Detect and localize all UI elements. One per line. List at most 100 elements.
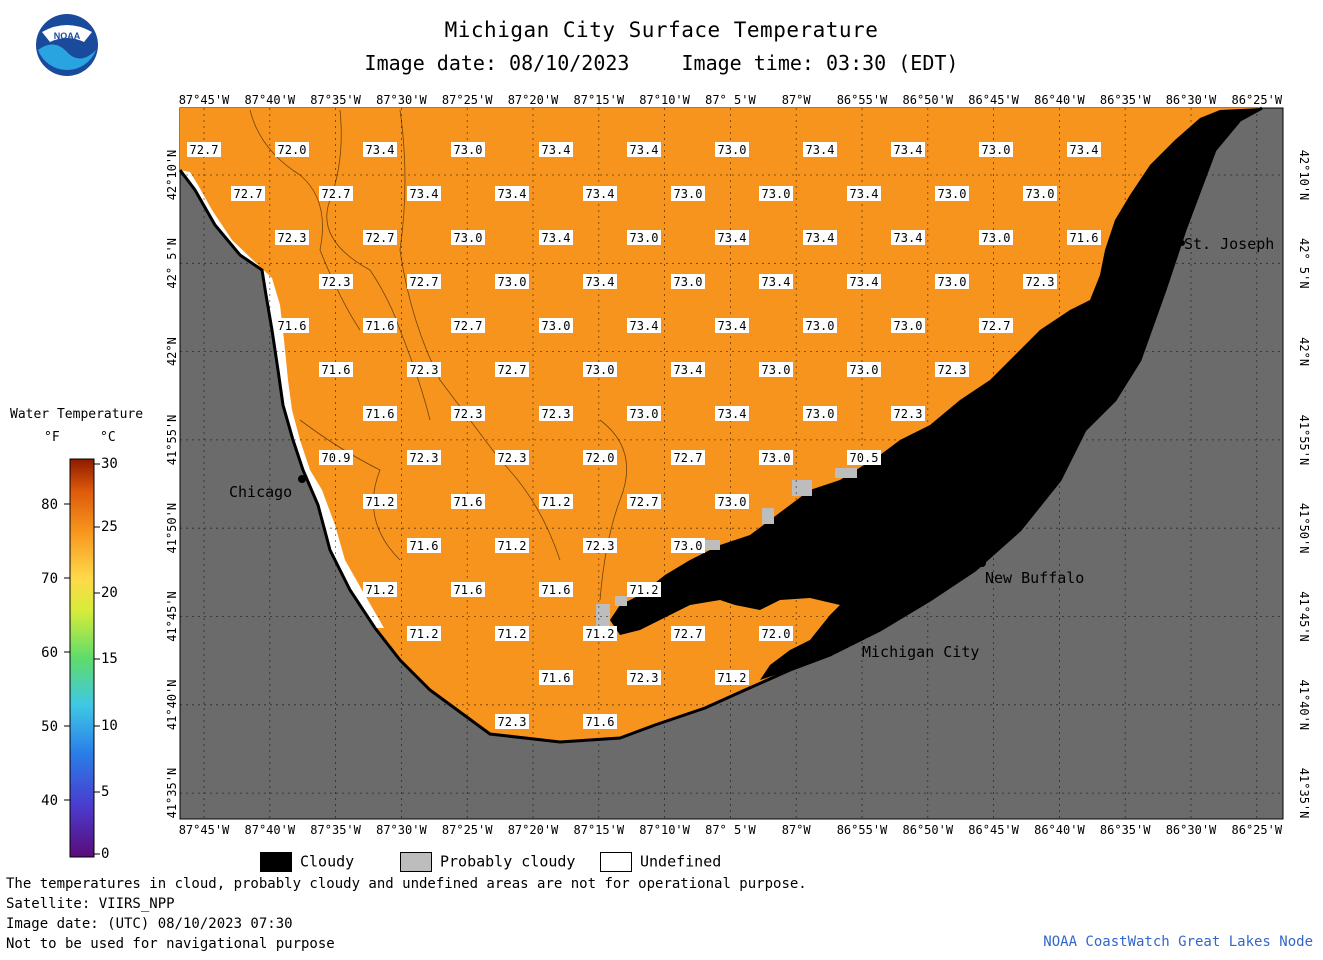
- temperature-label: 73.4: [671, 362, 705, 377]
- legend-probably-cloudy-label: Probably cloudy: [440, 852, 576, 871]
- svg-text:72.7: 72.7: [234, 187, 263, 201]
- chicago-marker: [298, 475, 306, 483]
- temperature-label: 73.0: [715, 142, 749, 157]
- colorbar-c-label: 0: [101, 846, 110, 862]
- temperature-label: 71.2: [715, 670, 749, 685]
- svg-text:72.3: 72.3: [894, 407, 923, 421]
- temperature-label: 73.0: [759, 362, 793, 377]
- footer-satellite: Satellite: VIIRS_NPP: [6, 896, 175, 912]
- svg-text:71.2: 71.2: [718, 671, 747, 685]
- svg-text:73.4: 73.4: [850, 187, 879, 201]
- latitude-labels-left: 42°10'N 42° 5'N 42°N 41°55'N 41°50'N 41°45'N 4…: [165, 150, 179, 819]
- temperature-label: 73.4: [627, 318, 661, 333]
- probably-cloudy-region: [596, 468, 857, 626]
- lon-label-bottom: 87°W: [782, 823, 812, 837]
- lon-label-bottom: 87°20'W: [508, 823, 559, 837]
- temperature-label: 72.7: [451, 318, 485, 333]
- lon-label-bottom: 87°25'W: [442, 823, 493, 837]
- temperature-label: 71.6: [451, 582, 485, 597]
- svg-text:73.4: 73.4: [1070, 143, 1099, 157]
- colorbar-title: Water Temperature: [10, 407, 144, 422]
- svg-text:73.0: 73.0: [938, 187, 967, 201]
- place-markers: [298, 240, 1185, 638]
- lon-label-bottom: 87°15'W: [574, 823, 625, 837]
- footer-utc-date: Image date: (UTC) 08/10/2023 07:30: [6, 916, 293, 932]
- lon-label-bottom: 86°55'W: [837, 823, 888, 837]
- colorbar-f-label: 40: [41, 793, 58, 809]
- temperature-label: 71.6: [363, 406, 397, 421]
- temperature-label: 73.4: [715, 406, 749, 421]
- temperature-label: 73.4: [891, 142, 925, 157]
- svg-text:72.7: 72.7: [674, 451, 703, 465]
- svg-text:73.4: 73.4: [630, 319, 659, 333]
- temperature-label: 70.5: [847, 450, 881, 465]
- temperature-label: 73.0: [715, 494, 749, 509]
- temperature-label: 72.3: [1023, 274, 1057, 289]
- svg-text:70.5: 70.5: [850, 451, 879, 465]
- svg-text:73.4: 73.4: [806, 231, 835, 245]
- svg-text:72.3: 72.3: [1026, 275, 1055, 289]
- svg-text:73.4: 73.4: [586, 275, 615, 289]
- svg-text:73.0: 73.0: [1026, 187, 1055, 201]
- svg-text:71.2: 71.2: [498, 627, 527, 641]
- temperature-label: 71.6: [319, 362, 353, 377]
- svg-text:72.7: 72.7: [630, 495, 659, 509]
- lon-label-bottom: 86°50'W: [903, 823, 954, 837]
- temperature-label: 72.0: [583, 450, 617, 465]
- lon-label-top: 86°45'W: [968, 93, 1019, 107]
- svg-text:73.4: 73.4: [366, 143, 395, 157]
- svg-text:73.0: 73.0: [498, 275, 527, 289]
- lon-label-top: 86°35'W: [1100, 93, 1151, 107]
- svg-text:72.7: 72.7: [498, 363, 527, 377]
- colorbar-c-label: 15: [101, 651, 118, 667]
- colorbar-c-label: 30: [101, 456, 118, 472]
- lon-label-top: 86°25'W: [1232, 93, 1283, 107]
- temperature-label: 72.7: [671, 450, 705, 465]
- lon-label-bottom: 86°30'W: [1166, 823, 1217, 837]
- temperature-label: 73.0: [451, 230, 485, 245]
- credit-link[interactable]: NOAA CoastWatch Great Lakes Node: [1043, 934, 1313, 950]
- lon-label-top: 86°55'W: [837, 93, 888, 107]
- temperature-label: 72.7: [979, 318, 1013, 333]
- lat-label-right: 41°45'N: [1297, 591, 1311, 642]
- temperature-label: 71.6: [1067, 230, 1101, 245]
- lat-label-left: 42°10'N: [165, 150, 179, 201]
- temperature-label: 71.6: [363, 318, 397, 333]
- noaa-logo: NOAA: [36, 14, 98, 76]
- lon-label-top: 87° 5'W: [705, 93, 756, 107]
- lon-label-bottom: 86°45'W: [968, 823, 1019, 837]
- latitude-labels-right: 42°10'N 42° 5'N 42°N 41°55'N 41°50'N 41°45'N 4…: [1297, 150, 1311, 819]
- legend-cloudy-label: Cloudy: [300, 852, 355, 871]
- lon-label-bottom: 87° 5'W: [705, 823, 756, 837]
- temperature-label: 73.0: [583, 362, 617, 377]
- temperature-label: 72.3: [319, 274, 353, 289]
- cloud-region: [610, 108, 1262, 680]
- svg-text:73.0: 73.0: [454, 143, 483, 157]
- temperature-label: 73.4: [803, 230, 837, 245]
- lon-label-bottom: 87°30'W: [376, 823, 427, 837]
- temperature-label: 72.7: [231, 186, 265, 201]
- svg-text:71.6: 71.6: [454, 583, 483, 597]
- temperature-label: 73.4: [715, 230, 749, 245]
- svg-text:71.2: 71.2: [542, 495, 571, 509]
- temperature-label: 71.6: [539, 582, 573, 597]
- svg-text:72.3: 72.3: [410, 363, 439, 377]
- svg-text:72.3: 72.3: [454, 407, 483, 421]
- temperature-label: 73.0: [539, 318, 573, 333]
- svg-text:73.0: 73.0: [982, 231, 1011, 245]
- svg-text:73.4: 73.4: [850, 275, 879, 289]
- svg-text:71.6: 71.6: [454, 495, 483, 509]
- svg-text:73.4: 73.4: [718, 319, 747, 333]
- svg-text:71.2: 71.2: [410, 627, 439, 641]
- temperature-label: 72.3: [495, 714, 529, 729]
- lon-label-bottom: 87°45'W: [179, 823, 230, 837]
- temperature-label: 71.2: [539, 494, 573, 509]
- svg-text:73.4: 73.4: [806, 143, 835, 157]
- temperature-label: 73.4: [891, 230, 925, 245]
- lon-label-top: 87°40'W: [245, 93, 296, 107]
- svg-text:73.0: 73.0: [718, 495, 747, 509]
- temperature-label: 72.3: [539, 406, 573, 421]
- svg-text:73.0: 73.0: [894, 319, 923, 333]
- colorbar-unit-f: °F: [44, 430, 60, 445]
- temperature-label: 71.6: [583, 714, 617, 729]
